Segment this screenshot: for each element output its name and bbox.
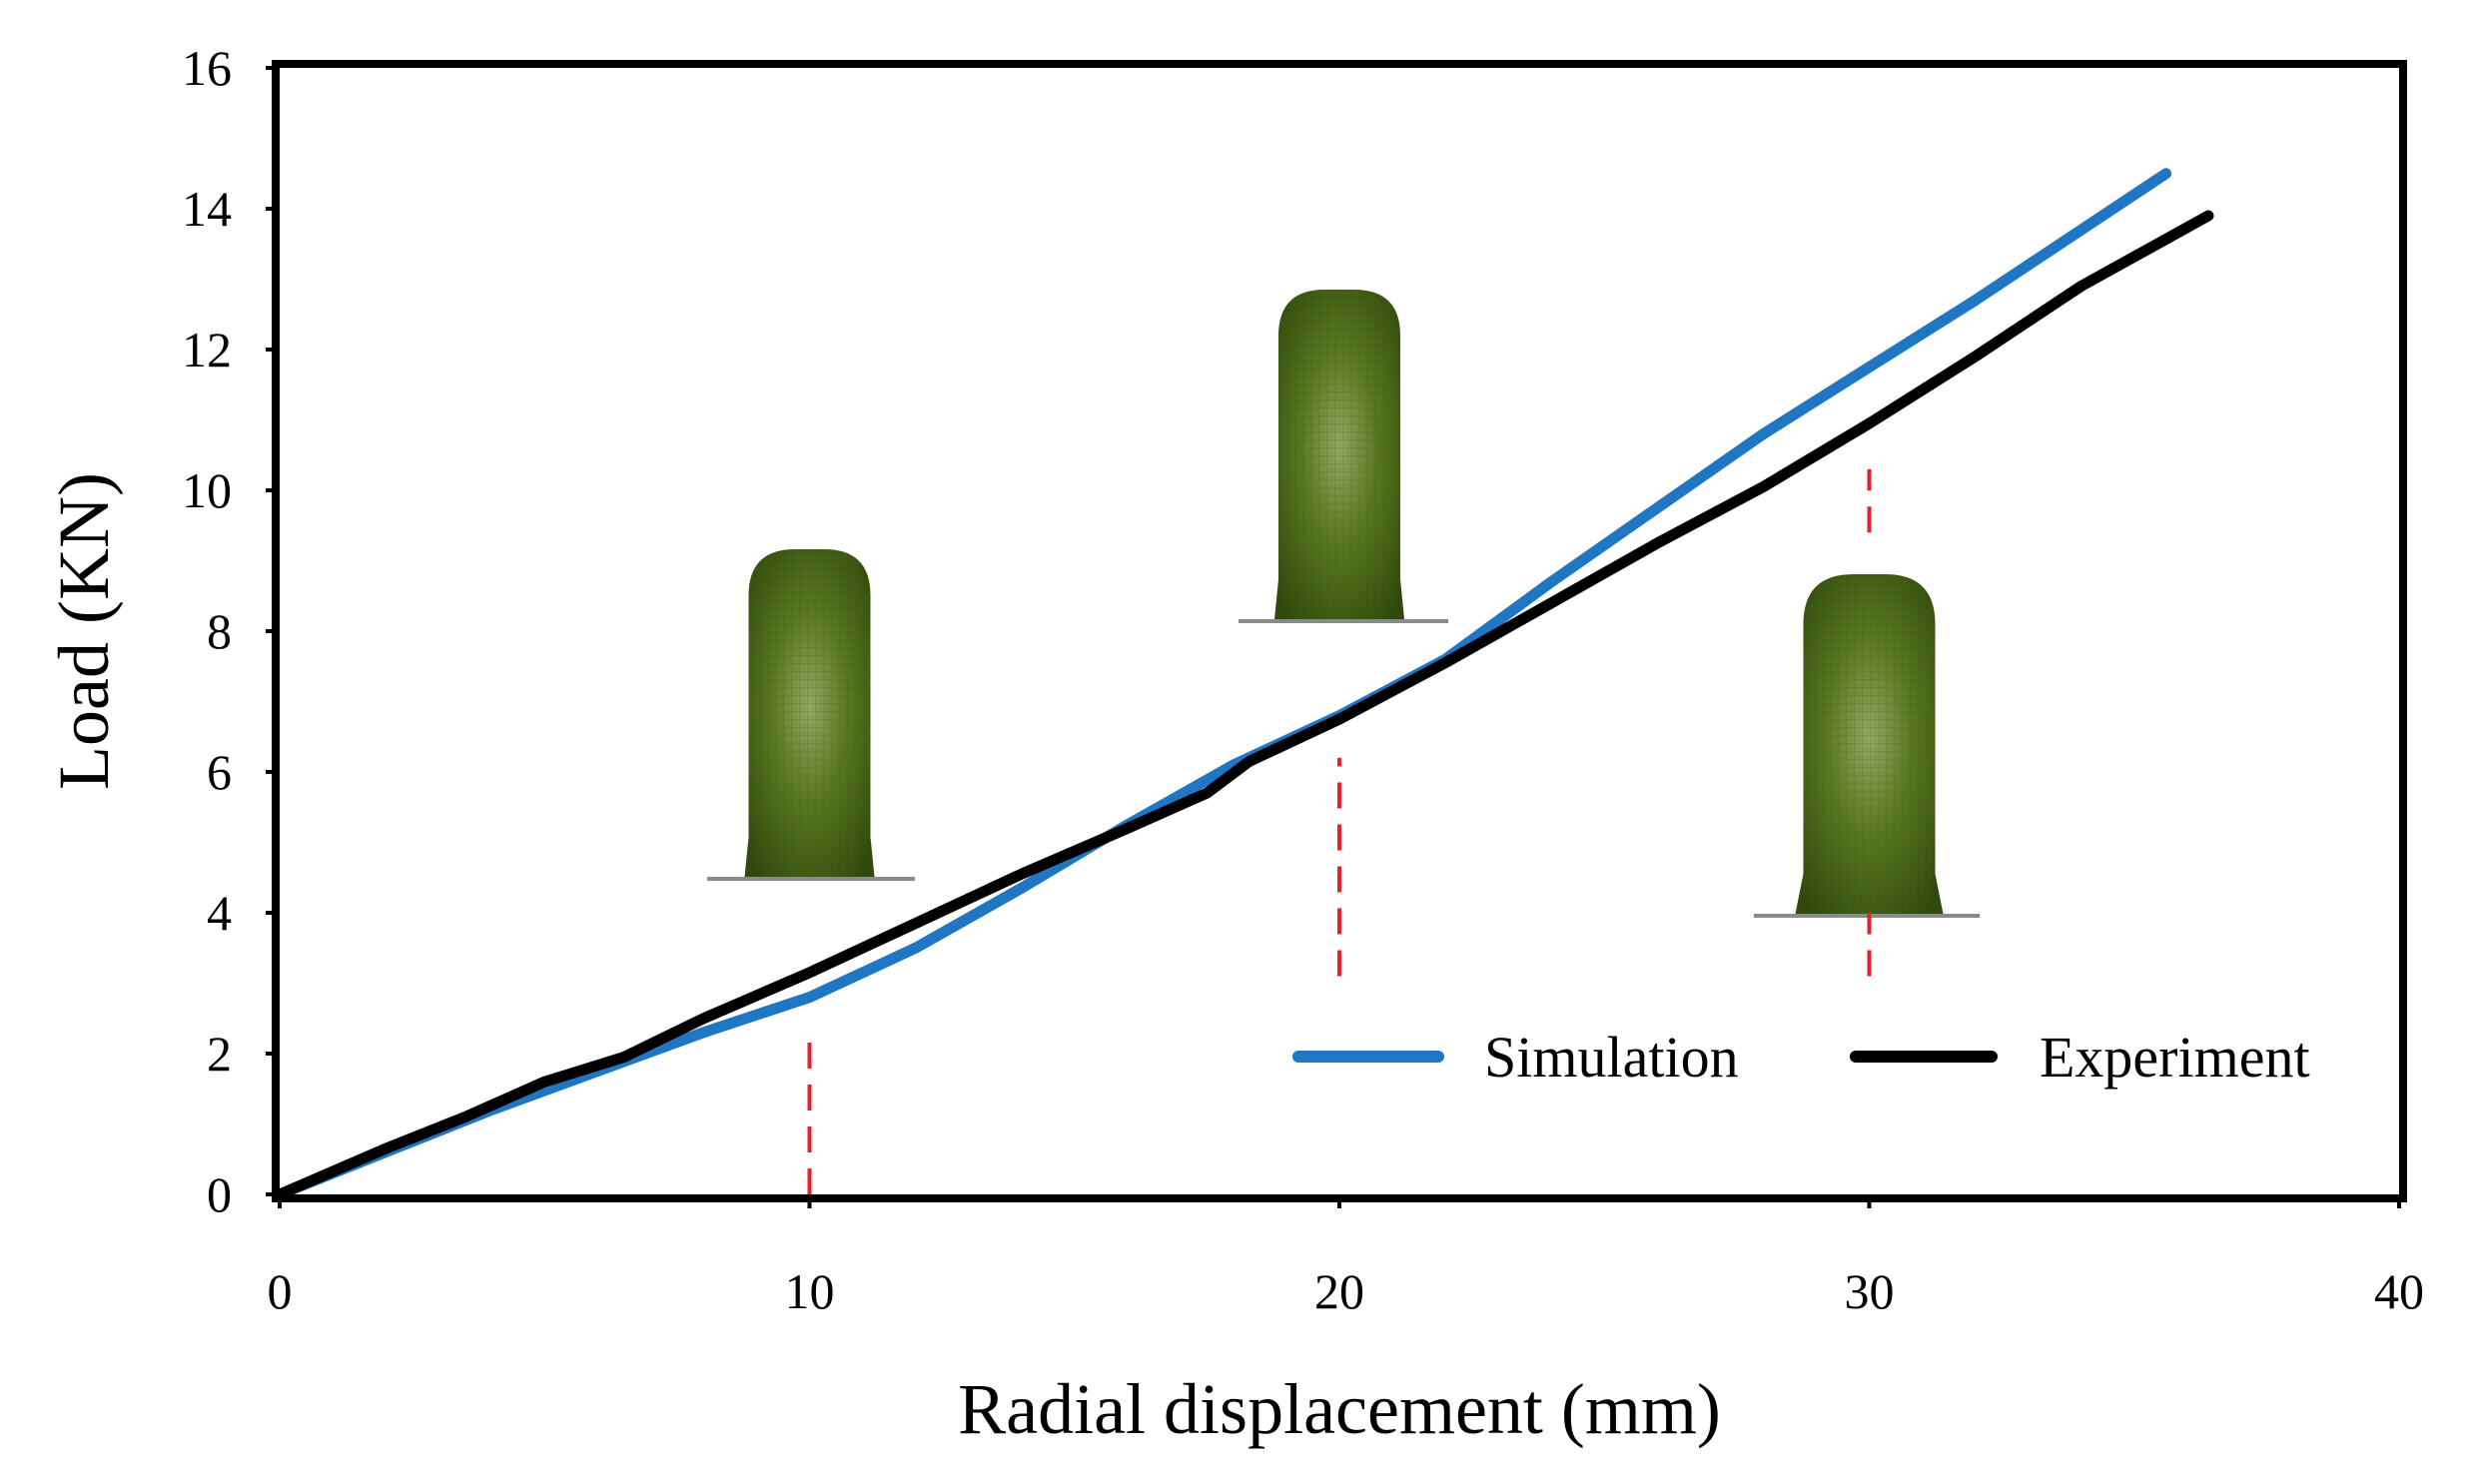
y-axis-title: Load (KN) xyxy=(44,472,124,790)
series-line-simulation xyxy=(274,168,2172,1200)
cylinder-mesh xyxy=(744,549,875,877)
x-tick-label: 0 xyxy=(268,1263,293,1319)
deformed-cylinder-inset xyxy=(1239,290,1448,623)
x-tick-label: 10 xyxy=(785,1263,835,1319)
y-tick-label: 0 xyxy=(207,1166,232,1222)
y-tick-label: 6 xyxy=(207,744,232,800)
legend-label-simulation: Simulation xyxy=(1484,1025,1739,1090)
y-tick-label: 4 xyxy=(207,885,232,941)
inset-layer xyxy=(707,290,1980,918)
y-tick-label: 2 xyxy=(207,1026,232,1082)
x-tick-label: 40 xyxy=(2374,1263,2424,1319)
cylinder-mesh xyxy=(1274,290,1404,619)
y-tick-label: 10 xyxy=(182,462,232,518)
legend-label-experiment: Experiment xyxy=(2040,1025,2310,1090)
y-tick-label: 8 xyxy=(207,603,232,659)
annotation-layer xyxy=(807,468,1872,1194)
tick-layer: 0 10 20 30 40 0 2 4 6 8 10 12 14 16 xyxy=(182,40,2424,1319)
x-tick-label: 20 xyxy=(1314,1263,1364,1319)
deformed-cylinder-inset xyxy=(707,549,915,881)
series-line-experiment xyxy=(274,210,2214,1200)
legend: Simulation Experiment xyxy=(1292,1025,2310,1090)
x-tick-label: 30 xyxy=(1845,1263,1895,1319)
x-axis-title: Radial displacement (mm) xyxy=(958,1369,1721,1449)
deformed-cylinder-inset xyxy=(1754,574,1980,918)
y-tick-label: 14 xyxy=(182,181,232,237)
series-layer xyxy=(274,168,2214,1200)
cylinder-mesh xyxy=(1795,574,1944,914)
y-tick-label: 16 xyxy=(182,40,232,96)
y-tick-label: 12 xyxy=(182,322,232,377)
